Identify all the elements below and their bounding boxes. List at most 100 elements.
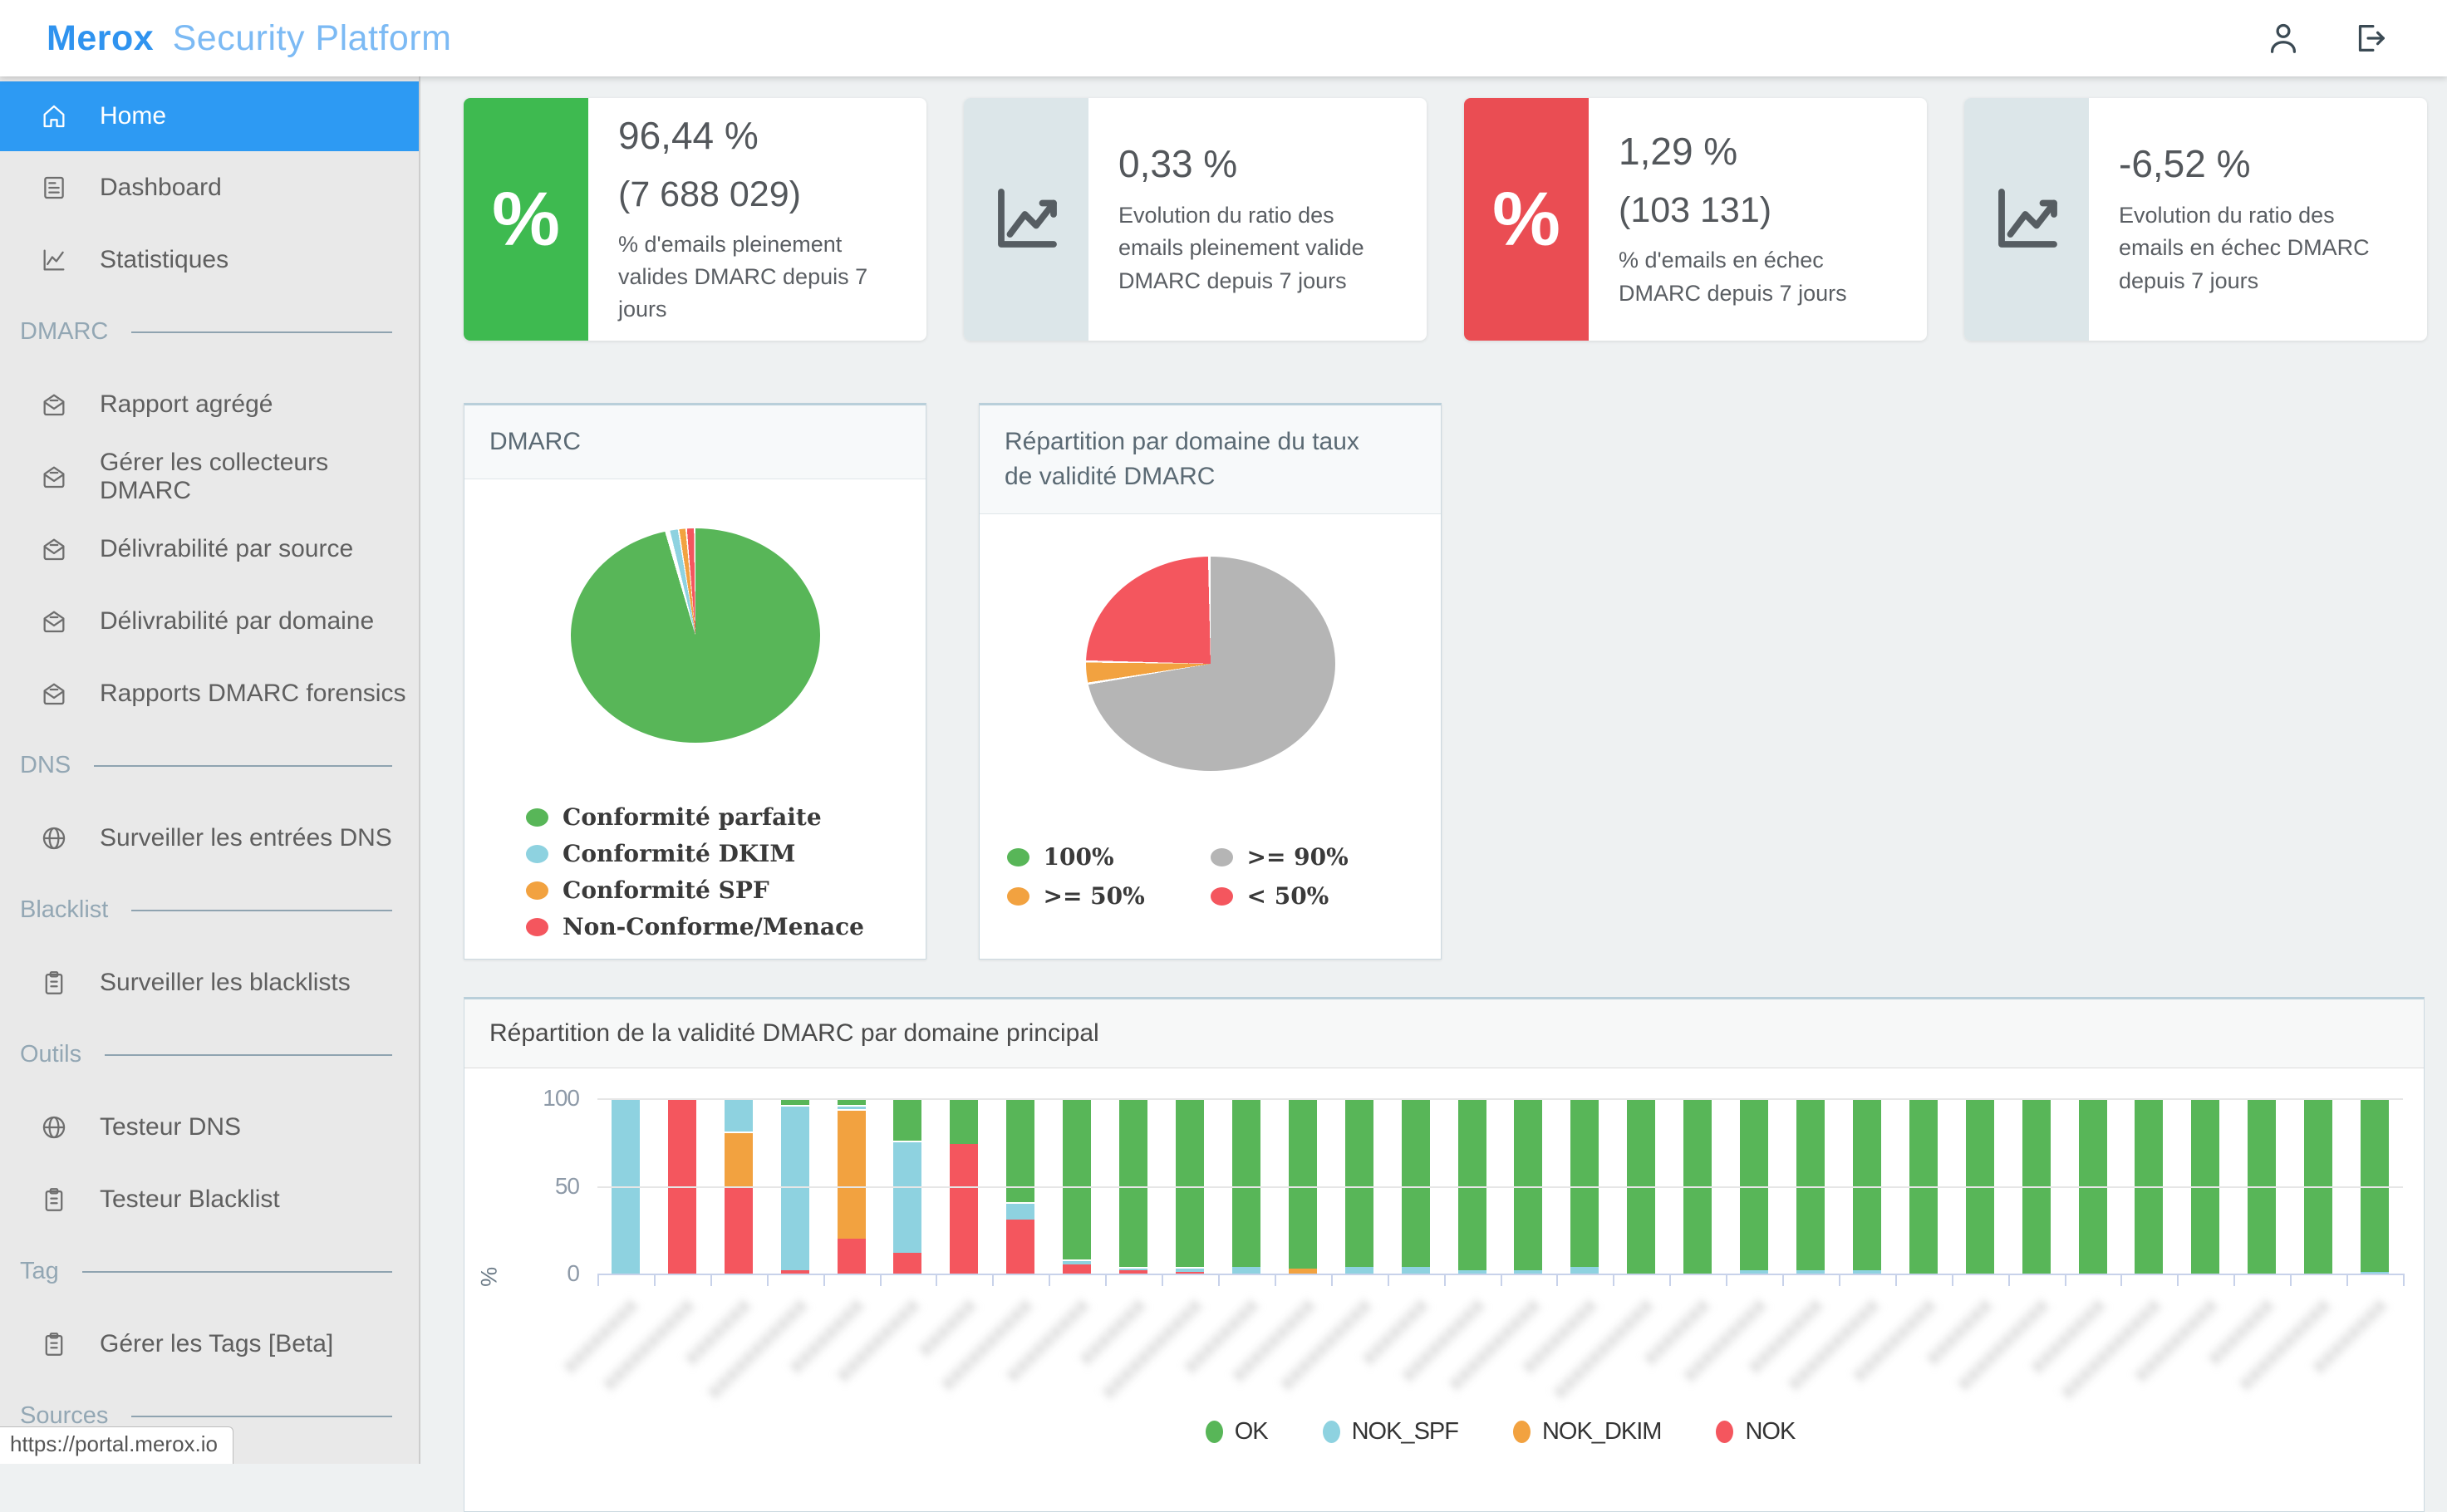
legend-color-dot — [526, 808, 548, 827]
sidebar-item-testeur-blacklist[interactable]: Testeur Blacklist — [0, 1163, 419, 1235]
legend-label: 100% — [1044, 843, 1114, 871]
sidebar-item-g-rer-les-collecteurs-dmarc[interactable]: Gérer les collecteurs DMARC — [0, 440, 419, 513]
sidebar-item-d-livrabilit-par-domaine[interactable]: Délivrabilité par domaine — [0, 585, 419, 657]
file-text-icon — [40, 174, 68, 202]
sidebar-item-label: Testeur Blacklist — [100, 1186, 280, 1214]
x-axis-tick — [1556, 1274, 1558, 1286]
sidebar-item-surveiller-les-blacklists[interactable]: Surveiller les blacklists — [0, 946, 419, 1019]
sidebar-item-label: Home — [100, 102, 166, 130]
legend-item[interactable]: Conformité SPF — [526, 876, 864, 904]
dmarc-pie-chart[interactable] — [571, 528, 820, 743]
legend-item[interactable]: >= 90% — [1211, 843, 1414, 871]
y-tick-label: 50 — [513, 1173, 579, 1200]
sidebar-section-tag: Tag — [0, 1235, 419, 1308]
sidebar-item-surveiller-les-entr-es-dns[interactable]: Surveiller les entrées DNS — [0, 802, 419, 874]
bar-segment-ok — [1796, 1098, 1825, 1270]
x-axis-tick — [1105, 1274, 1107, 1286]
sidebar-item-label: Surveiller les entrées DNS — [100, 824, 392, 852]
bar-segment-ok — [1345, 1098, 1373, 1267]
x-axis-tick — [1275, 1274, 1276, 1286]
legend-label: Conformité parfaite — [563, 803, 822, 831]
bar-segment-nok_spf — [1402, 1267, 1430, 1274]
bar-segment-nok — [893, 1253, 921, 1274]
x-axis-tick — [1388, 1274, 1389, 1286]
bar-legend-item-nok_spf[interactable]: NOK_SPF — [1323, 1418, 1458, 1446]
bar-segment-nok_dkim — [725, 1132, 753, 1188]
kpi-count: (7 688 029) — [618, 174, 902, 215]
link-preview-statusbar: https://portal.merox.io — [0, 1426, 233, 1464]
legend-label: >= 90% — [1247, 843, 1349, 871]
bar-chart-legend: OK NOK_SPF NOK_DKIM NOK — [597, 1418, 2403, 1446]
clipboard-icon — [40, 1330, 68, 1358]
legend-item[interactable]: Conformité DKIM — [526, 840, 864, 867]
legend-item[interactable]: >= 50% — [1007, 882, 1211, 910]
clipboard-icon — [40, 1186, 68, 1214]
kpi-icon-block: % — [464, 98, 588, 341]
kpi-value: 0,33 % — [1118, 141, 1402, 186]
legend-item[interactable]: < 50% — [1211, 882, 1414, 910]
bar-segment-ok — [1458, 1098, 1486, 1270]
logout-icon[interactable] — [2351, 19, 2389, 57]
legend-item[interactable]: Conformité parfaite — [526, 803, 864, 831]
kpi-caption: Evolution du ratio des emails pleinement… — [1118, 199, 1402, 297]
legend-color-dot — [526, 881, 548, 900]
y-tick-label: 0 — [513, 1260, 579, 1287]
x-axis-tick — [1444, 1274, 1446, 1286]
user-icon[interactable] — [2264, 19, 2302, 57]
bar-segment-nok — [725, 1188, 753, 1274]
bar-legend-item-nok_dkim[interactable]: NOK_DKIM — [1513, 1418, 1661, 1446]
brand-name: Merox — [47, 18, 154, 58]
trend-chart-icon — [1987, 179, 2066, 259]
section-divider — [131, 910, 392, 911]
dmarc-pie-legend: Conformité parfaite Conformité DKIM Conf… — [526, 803, 864, 940]
sidebar-item-home[interactable]: Home — [0, 81, 419, 151]
legend-color-dot — [1206, 1421, 1223, 1443]
bar-segment-ok — [1740, 1098, 1768, 1270]
x-axis-tick — [936, 1274, 937, 1286]
sidebar-section-dmarc: DMARC — [0, 296, 419, 368]
bar-segment-nok_spf — [1006, 1202, 1034, 1220]
x-axis-tick — [1331, 1274, 1333, 1286]
bar-legend-item-ok[interactable]: OK — [1206, 1418, 1268, 1446]
bar-segment-ok — [1063, 1098, 1091, 1259]
sidebar-item-rapport-agr-g-[interactable]: Rapport agrégé — [0, 368, 419, 440]
section-title: DNS — [20, 752, 71, 779]
globe-icon — [40, 1113, 68, 1141]
bar-segment-nok_spf — [725, 1098, 753, 1132]
sidebar-item-label: Surveiller les blacklists — [100, 969, 351, 997]
section-title: Outils — [20, 1041, 81, 1068]
globe-icon — [40, 824, 68, 852]
sidebar-item-testeur-dns[interactable]: Testeur DNS — [0, 1091, 419, 1163]
sidebar-item-rapports-dmarc-forensics[interactable]: Rapports DMARC forensics — [0, 657, 419, 729]
kpi-card-1: % 96,44 %(7 688 029)% d'emails pleinemen… — [464, 98, 926, 341]
gridline — [597, 1186, 2403, 1188]
kpi-icon-block: % — [1464, 98, 1589, 341]
x-axis-tick — [1049, 1274, 1050, 1286]
bar-segment-nok_spf — [1570, 1267, 1599, 1274]
legend-color-dot — [1211, 848, 1233, 866]
sidebar-item-g-rer-les-tags-beta-[interactable]: Gérer les Tags [Beta] — [0, 1308, 419, 1380]
legend-item[interactable]: 100% — [1007, 843, 1211, 871]
bar-legend-item-nok[interactable]: NOK — [1716, 1418, 1795, 1446]
bar-segment-nok_spf — [781, 1105, 809, 1269]
home-icon — [40, 102, 68, 130]
legend-item[interactable]: Non-Conforme/Menace — [526, 913, 864, 940]
sidebar-item-dashboard[interactable]: Dashboard — [0, 151, 419, 223]
bar-segment-nok — [838, 1239, 866, 1274]
x-axis-tick — [1952, 1274, 1953, 1286]
kpi-caption: % d'emails pleinement valides DMARC depu… — [618, 228, 902, 326]
legend-label: >= 50% — [1044, 882, 1145, 910]
x-axis-tick — [992, 1274, 994, 1286]
brand-logo: Merox Security Platform — [47, 18, 451, 59]
sidebar-item-statistiques[interactable]: Statistiques — [0, 223, 419, 296]
bar-segment-ok — [1119, 1098, 1147, 1267]
main-content: % 96,44 %(7 688 029)% d'emails pleinemen… — [422, 76, 2447, 1464]
domain-pie-legend: 100% >= 90% >= 50% < 50% — [1007, 843, 1414, 910]
domain-pie-title: Répartition par domaine du taux de valid… — [980, 405, 1441, 514]
bar-segment-nok — [950, 1144, 978, 1274]
domain-validity-pie-chart[interactable] — [1086, 557, 1335, 771]
bar-segment-nok_spf — [1232, 1267, 1260, 1274]
x-axis-tick — [823, 1274, 825, 1286]
sidebar-item-d-livrabilit-par-source[interactable]: Délivrabilité par source — [0, 513, 419, 585]
